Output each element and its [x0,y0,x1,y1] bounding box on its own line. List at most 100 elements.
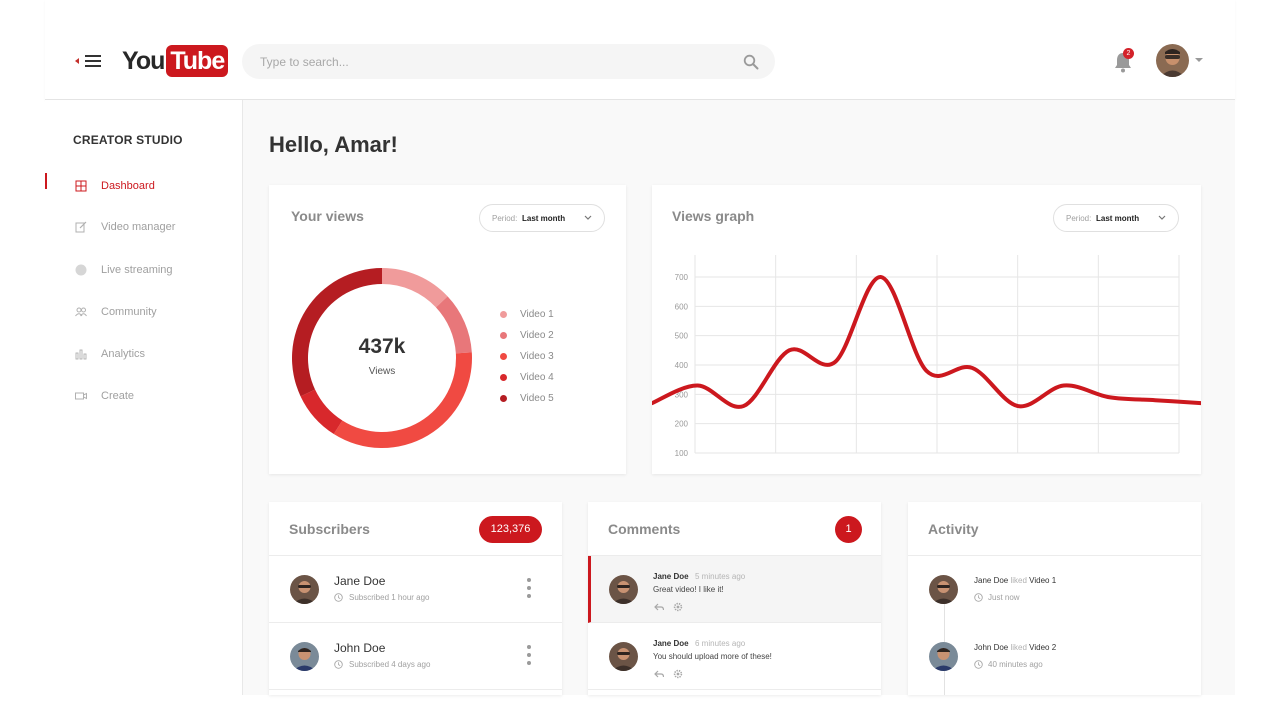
donut-slice-1 [382,268,448,308]
subscribers-card-header: Subscribers 123,376 [269,502,562,556]
y-tick-label: 500 [675,332,689,341]
clock-icon [974,660,983,669]
sidebar-item-analytics[interactable]: Analytics [45,341,242,371]
sidebar-item-community[interactable]: Community [45,299,242,329]
subscribers-card: Subscribers 123,376 Jane Doe Subscribed … [269,502,562,695]
legend-dot [500,353,507,360]
subscriber-name: Jane Doe [334,574,386,588]
legend-dot [500,311,507,318]
menu-toggle-button[interactable] [75,52,103,72]
commenter-name: Jane Doe [653,572,689,581]
y-tick-label: 100 [675,449,689,458]
graph-period-dropdown[interactable]: Period: Last month [1053,204,1179,232]
period-label: Period: [492,214,518,223]
sidebar-item-label: Live streaming [101,264,173,276]
comment-time: 6 minutes ago [695,639,746,648]
grid-icon [75,180,87,192]
donut-slice-4 [300,389,343,434]
activity-target[interactable]: Video 2 [1029,643,1057,652]
avatar [290,642,319,671]
settings-gear-icon[interactable] [673,602,683,612]
legend-dot [500,332,507,339]
activity-title: Activity [928,521,979,537]
views-line-chart: 100 200 300 400 500 600 700 [652,255,1201,458]
activity-time: Just now [988,593,1020,602]
activity-verb: liked [1010,643,1027,652]
comment-row[interactable]: Jane Doe 6 minutes ago You should upload… [588,623,881,690]
reply-icon[interactable] [654,602,664,612]
sidebar-item-video-manager[interactable]: Video manager [45,214,242,244]
activity-target[interactable]: Video 1 [1029,576,1057,585]
donut-slice-3 [333,352,472,448]
youtube-logo[interactable]: You Tube [122,44,229,78]
activity-line: John Doe liked Video 2 [974,643,1056,652]
views-graph-card: Views graph Period: Last month 100 200 300… [652,185,1201,474]
more-options-icon[interactable] [526,645,532,667]
activity-card: Activity Jane Doe liked Video 1 Just now… [908,502,1201,695]
subscribers-count-badge: 123,376 [479,516,542,543]
clock-icon [974,593,983,602]
period-value: Last month [522,214,566,223]
views-donut-chart [292,268,472,448]
legend-dot [500,374,507,381]
edit-icon [75,221,87,233]
clock-icon [334,660,343,669]
legend-label: Video 1 [520,309,554,320]
views-period-dropdown[interactable]: Period: Last month [479,204,605,232]
subscriber-row[interactable]: Jane Doe Subscribed 1 hour ago [269,556,562,623]
reply-icon[interactable] [654,669,664,679]
subscriber-name: John Doe [334,641,386,655]
activity-user: Jane Doe [974,576,1009,585]
page-title: Hello, Amar! [269,132,398,157]
more-options-icon[interactable] [526,578,532,600]
comment-text: You should upload more of these! [653,652,772,661]
legend-dot [500,395,507,402]
commenter-name: Jane Doe [653,639,689,648]
chevron-down-icon [1158,215,1166,220]
legend-label: Video 4 [520,372,554,383]
subscribed-time: Subscribed 1 hour ago [349,593,430,602]
search-input[interactable] [260,52,720,72]
people-icon [75,307,87,317]
sidebar-item-label: Community [101,306,157,318]
sidebar-item-dashboard[interactable]: Dashboard [45,173,242,203]
subscribers-title: Subscribers [289,521,370,537]
subscriber-row[interactable]: John Doe Subscribed 4 days ago [269,623,562,690]
sidebar-item-live-streaming[interactable]: Live streaming [45,257,242,287]
avatar [290,575,319,604]
subscribed-time: Subscribed 4 days ago [349,660,431,669]
avatar [929,575,958,604]
y-tick-label: 600 [675,302,689,311]
hamburger-icon [85,55,101,57]
views-series-line [652,275,1201,409]
comment-row[interactable]: Jane Doe 5 minutes ago Great video! I li… [588,556,881,623]
period-label: Period: [1066,214,1092,223]
sidebar-item-label: Video manager [101,221,176,233]
activity-time: 40 minutes ago [988,660,1043,669]
live-dot-icon [75,264,87,276]
sidebar-item-label: Create [101,390,135,402]
sidebar-title: CREATOR STUDIO [73,133,183,147]
views-card: Your views Period: Last month 437k Views… [269,185,626,474]
comments-card: Comments 1 Jane Doe 5 minutes ago Great … [588,502,881,695]
period-value: Last month [1096,214,1140,223]
bar-chart-icon [75,349,87,360]
graph-card-title: Views graph [672,208,755,224]
sidebar-item-create[interactable]: Create [45,383,242,413]
avatar [609,575,638,604]
sidebar: CREATOR STUDIO Dashboard Video manager L… [45,100,243,695]
y-tick-label: 400 [675,361,689,370]
y-tick-label: 200 [675,420,689,429]
user-menu-caret-icon[interactable] [1195,58,1203,62]
views-card-title: Your views [291,208,364,224]
legend-label: Video 2 [520,330,554,341]
total-views-label: Views [368,366,396,377]
search-icon[interactable] [743,54,759,70]
settings-gear-icon[interactable] [673,669,683,679]
comments-title: Comments [608,521,681,537]
activity-line: Jane Doe liked Video 1 [974,576,1056,585]
y-tick-label: 300 [675,390,689,399]
user-avatar[interactable] [1156,44,1189,77]
video-camera-icon [75,392,87,400]
user-photo-icon [1156,44,1189,77]
